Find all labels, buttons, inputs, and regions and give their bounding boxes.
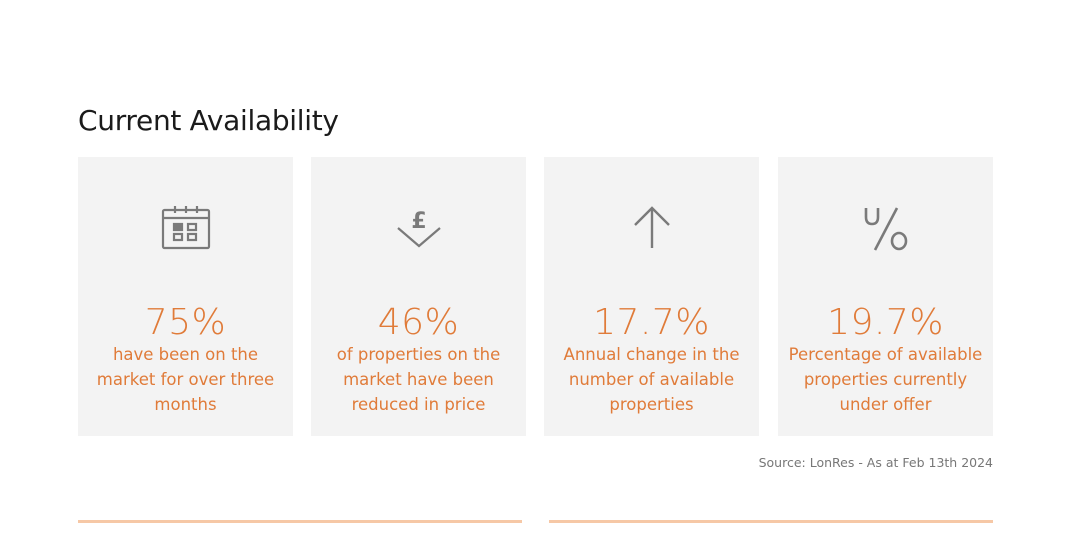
stat-value: 17.7%	[593, 302, 710, 343]
divider-right	[549, 520, 993, 523]
page-title: Current Availability	[78, 104, 339, 137]
stat-card-price-reduced: £ 46% of properties on the market have b…	[311, 157, 526, 436]
stats-cards: 75% have been on the market for over thr…	[78, 157, 993, 436]
stat-description: have been on the market for over three m…	[96, 345, 275, 414]
stat-card-market-time: 75% have been on the market for over thr…	[78, 157, 293, 436]
percent-u-icon	[861, 204, 911, 254]
up-arrow-icon	[627, 204, 677, 254]
stat-value: 75%	[144, 302, 227, 343]
stat-card-under-offer: 19.7% Percentage of available properties…	[778, 157, 993, 436]
stat-description: of properties on the market have been re…	[336, 345, 501, 414]
source-note: Source: LonRes - As at Feb 13th 2024	[758, 455, 993, 470]
stat-value: 19.7%	[827, 302, 944, 343]
stat-value: 46%	[377, 302, 460, 343]
svg-text:£: £	[411, 209, 426, 234]
pound-down-arrow-icon: £	[394, 204, 444, 254]
calendar-icon	[161, 204, 211, 254]
stat-description: Percentage of available properties curre…	[788, 345, 983, 414]
divider-left	[78, 520, 522, 523]
stat-description: Annual change in the number of available…	[563, 345, 740, 414]
stat-card-annual-change: 17.7% Annual change in the number of ava…	[544, 157, 759, 436]
